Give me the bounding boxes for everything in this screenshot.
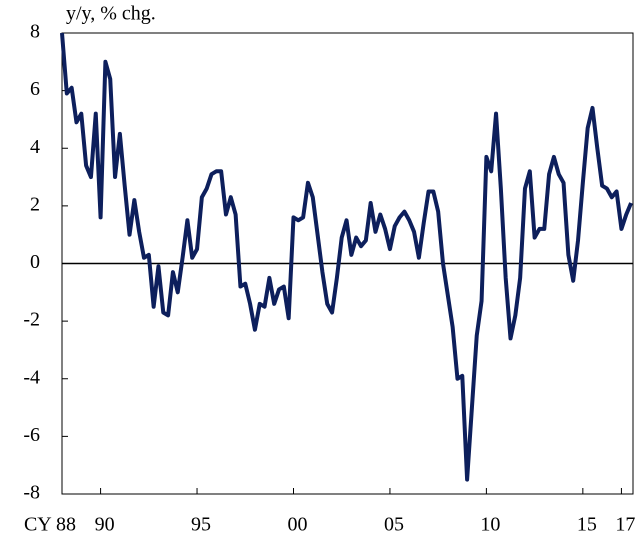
data-line xyxy=(60,32,633,482)
x-tick-label: 90 xyxy=(95,514,115,536)
y-axis-label: y/y, % chg. xyxy=(66,3,156,25)
x-tick-label: 10 xyxy=(480,514,500,536)
y-tick-label: -8 xyxy=(23,482,40,504)
x-tick-label: 15 xyxy=(577,514,597,536)
y-tick-label: 2 xyxy=(30,193,40,215)
y-tick-label: -2 xyxy=(23,309,40,331)
y-tick-label: -6 xyxy=(23,424,40,446)
x-tick-label: 05 xyxy=(384,514,404,536)
x-tick-label: CY 88 xyxy=(24,514,76,536)
y-tick-label: -4 xyxy=(23,366,40,388)
x-tick-label: 17 xyxy=(615,514,635,536)
y-tick-label: 4 xyxy=(30,136,40,158)
x-tick-label: 95 xyxy=(191,514,211,536)
y-tick-label: 8 xyxy=(30,21,40,43)
y-tick-label: 6 xyxy=(30,78,40,100)
y-tick-label: 0 xyxy=(30,251,40,273)
x-tick-label: 00 xyxy=(287,514,307,536)
